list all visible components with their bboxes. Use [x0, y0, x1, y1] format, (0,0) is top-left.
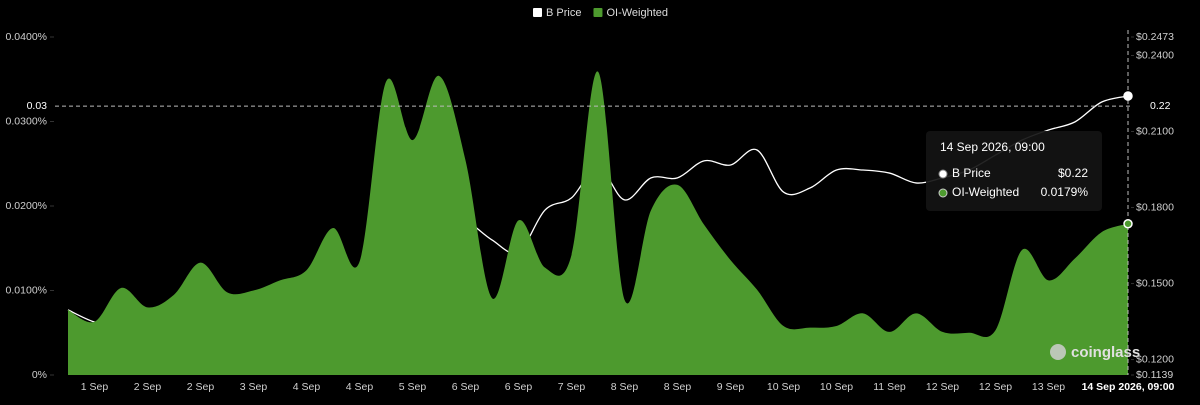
x-tick-label: 14 Sep 2026, 09:00 — [1082, 381, 1175, 393]
tooltip-swatch — [938, 188, 948, 198]
x-tick-label: 1 Sep — [81, 381, 109, 393]
x-tick-label: 5 Sep — [399, 381, 427, 393]
watermark-icon — [1050, 344, 1066, 360]
x-tick-label: 2 Sep — [187, 381, 215, 393]
x-tick-label: 11 Sep — [873, 381, 906, 393]
tooltip-series-name: B Price — [952, 166, 991, 180]
oi-area — [68, 71, 1128, 375]
x-tick-label: 3 Sep — [240, 381, 268, 393]
x-tick-label: 9 Sep — [717, 381, 745, 393]
x-tick-label: 10 Sep — [767, 381, 800, 393]
tooltip: 14 Sep 2026, 09:00 B Price $0.22 OI-Weig… — [926, 131, 1102, 211]
y2-tick-label: $0.2473 — [1136, 31, 1174, 43]
y2-tick-label: $0.1500 — [1136, 277, 1174, 289]
plot-area — [67, 71, 1129, 375]
x-tick-label: 8 Sep — [611, 381, 639, 393]
tooltip-value: 0.0179% — [1041, 185, 1089, 199]
tooltip-title: 14 Sep 2026, 09:00 — [940, 140, 1045, 154]
hover-dot — [1123, 91, 1133, 101]
tooltip-series-name: OI-Weighted — [952, 185, 1019, 199]
x-tick-label: 13 Sep — [1032, 381, 1065, 393]
y-tick-label: 0% — [32, 369, 47, 381]
x-tick-label: 6 Sep — [505, 381, 533, 393]
x-tick-label: 8 Sep — [664, 381, 692, 393]
legend-label: B Price — [546, 7, 581, 19]
watermark-text: coinglass — [1071, 344, 1140, 361]
x-tick-label: 10 Sep — [820, 381, 853, 393]
y-tick-label: 0.0400% — [6, 31, 47, 43]
x-tick-label: 4 Sep — [346, 381, 374, 393]
y-tick-label: 0.0300% — [6, 115, 47, 127]
y-tick-label: 0.0200% — [6, 200, 47, 212]
y2-tick-label: $0.1139 — [1136, 369, 1173, 381]
tooltip-swatch — [938, 169, 948, 179]
y2-tick-label: $0.2100 — [1136, 125, 1174, 137]
y2-tick-label: $0.2400 — [1136, 49, 1174, 61]
x-tick-label: 2 Sep — [134, 381, 162, 393]
x-tick-label: 6 Sep — [452, 381, 480, 393]
x-tick-label: 7 Sep — [558, 381, 586, 393]
legend-swatch — [533, 8, 542, 17]
crosshair-y-label: 0.03 — [27, 100, 48, 112]
tooltip-box — [926, 131, 1102, 211]
x-tick-label: 12 Sep — [926, 381, 959, 393]
x-tick-label: 4 Sep — [293, 381, 321, 393]
y2-tick-label: $0.1800 — [1136, 201, 1174, 213]
tooltip-value: $0.22 — [1058, 166, 1088, 180]
hover-dot — [1123, 218, 1133, 229]
x-tick-label: 12 Sep — [979, 381, 1012, 393]
y-tick-label: 0.0100% — [6, 284, 47, 296]
legend-swatch — [593, 8, 603, 17]
y2-tick-label: $0.1200 — [1136, 353, 1174, 365]
crosshair-y2-label: 0.22 — [1150, 100, 1171, 112]
legend-label: OI-Weighted — [606, 7, 668, 19]
watermark: coinglass — [1050, 344, 1140, 361]
